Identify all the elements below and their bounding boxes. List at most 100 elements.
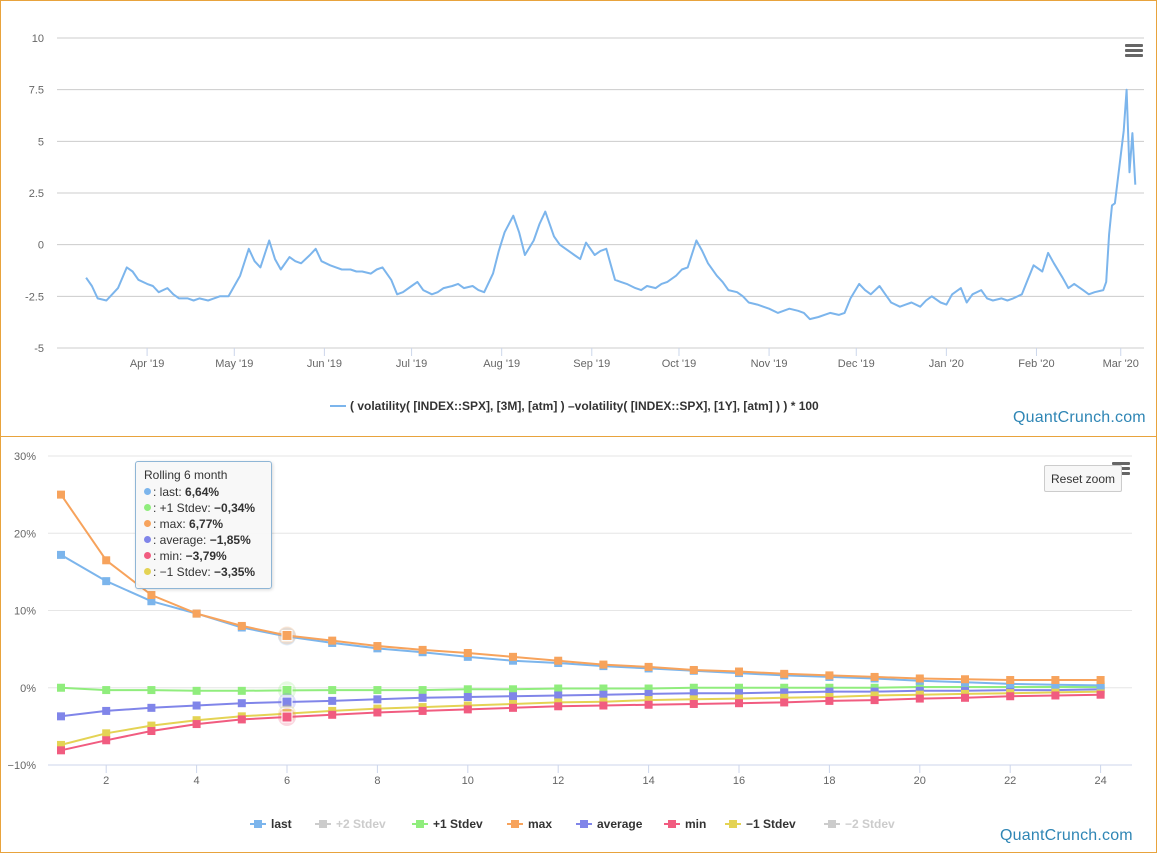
data-point[interactable] [147, 597, 156, 606]
data-point[interactable] [870, 696, 879, 705]
legend-item[interactable]: max [507, 817, 552, 831]
data-point[interactable] [961, 693, 969, 702]
data-point[interactable] [1096, 676, 1105, 685]
data-point[interactable] [735, 694, 743, 703]
brand-watermark[interactable]: QuantCrunch.com [1000, 827, 1133, 844]
data-point[interactable] [554, 702, 563, 711]
data-point[interactable] [281, 696, 293, 708]
data-point[interactable] [1051, 691, 1060, 700]
data-point[interactable] [735, 683, 743, 692]
data-point[interactable] [509, 703, 517, 712]
data-point[interactable] [554, 691, 563, 700]
data-point[interactable] [147, 591, 156, 600]
data-point[interactable] [102, 556, 111, 565]
data-point[interactable] [735, 699, 743, 708]
data-point[interactable] [509, 685, 517, 694]
data-point[interactable] [825, 671, 834, 680]
data-point[interactable] [418, 645, 427, 654]
data-point[interactable] [281, 684, 293, 696]
legend-item[interactable]: last [250, 817, 292, 831]
data-point[interactable] [915, 674, 924, 683]
data-point[interactable] [192, 609, 201, 618]
data-point[interactable] [373, 642, 382, 651]
legend-item[interactable]: −1 Stdev [725, 817, 796, 831]
data-point[interactable] [689, 665, 698, 674]
legend-item[interactable]: +1 Stdev [412, 817, 483, 831]
data-point[interactable] [735, 689, 743, 698]
brand-watermark[interactable]: QuantCrunch.com [1013, 409, 1146, 426]
data-point[interactable] [237, 621, 246, 630]
data-point[interactable] [57, 746, 65, 755]
data-point[interactable] [418, 686, 427, 695]
data-point[interactable] [689, 695, 698, 704]
legend[interactable]: ( volatility( [INDEX::SPX], [3M], [atm] … [330, 399, 819, 413]
data-point[interactable] [780, 693, 789, 702]
data-point[interactable] [102, 706, 111, 715]
data-point[interactable] [328, 696, 337, 705]
data-point[interactable] [870, 672, 879, 681]
data-point[interactable] [373, 695, 382, 704]
data-point[interactable] [554, 656, 563, 665]
data-point[interactable] [192, 720, 201, 729]
data-point[interactable] [780, 698, 789, 707]
data-point[interactable] [102, 736, 111, 745]
data-point[interactable] [418, 693, 427, 702]
data-point[interactable] [237, 686, 246, 695]
data-point[interactable] [147, 686, 156, 695]
data-point[interactable] [1006, 692, 1015, 701]
data-point[interactable] [237, 715, 246, 724]
data-point[interactable] [328, 710, 337, 719]
data-point[interactable] [599, 701, 608, 710]
data-point[interactable] [102, 729, 111, 738]
data-point[interactable] [644, 689, 653, 698]
data-point[interactable] [554, 684, 563, 693]
data-point[interactable] [102, 686, 111, 695]
data-point[interactable] [961, 675, 969, 684]
data-point[interactable] [281, 711, 293, 723]
data-point[interactable] [825, 687, 834, 696]
data-point[interactable] [57, 740, 65, 749]
data-point[interactable] [780, 669, 789, 678]
legend-item[interactable]: −2 Stdev [824, 817, 895, 831]
legend-item[interactable]: +2 Stdev [315, 817, 386, 831]
data-point[interactable] [57, 712, 65, 721]
data-point[interactable] [825, 696, 834, 705]
data-point[interactable] [644, 662, 653, 671]
data-point[interactable] [463, 693, 472, 702]
data-point[interactable] [463, 705, 472, 714]
data-point[interactable] [147, 703, 156, 712]
data-point[interactable] [57, 683, 65, 692]
data-point[interactable] [328, 636, 337, 645]
data-point[interactable] [1006, 676, 1015, 685]
data-point[interactable] [237, 699, 246, 708]
data-point[interactable] [147, 727, 156, 736]
data-point[interactable] [689, 699, 698, 708]
data-point[interactable] [328, 686, 337, 695]
data-point[interactable] [192, 701, 201, 710]
data-point[interactable] [780, 688, 789, 697]
data-point[interactable] [644, 700, 653, 709]
data-point[interactable] [644, 696, 653, 705]
data-point[interactable] [1051, 676, 1060, 685]
data-point[interactable] [463, 648, 472, 657]
data-point[interactable] [1096, 681, 1105, 690]
data-point[interactable] [599, 684, 608, 693]
data-point[interactable] [147, 721, 156, 730]
data-point[interactable] [373, 708, 382, 717]
data-point[interactable] [57, 550, 65, 559]
data-point[interactable] [1096, 690, 1105, 699]
data-point[interactable] [870, 691, 879, 700]
legend-item[interactable]: min [664, 817, 706, 831]
data-point[interactable] [281, 629, 293, 641]
data-point[interactable] [192, 686, 201, 695]
data-point[interactable] [373, 686, 382, 695]
chart-menu-icon[interactable] [1125, 44, 1143, 58]
data-point[interactable] [102, 577, 111, 586]
data-point[interactable] [463, 685, 472, 694]
data-point[interactable] [689, 683, 698, 692]
data-point[interactable] [915, 694, 924, 703]
data-point[interactable] [780, 683, 789, 692]
legend-item[interactable]: average [576, 817, 643, 831]
data-point[interactable] [1051, 680, 1060, 689]
data-point[interactable] [599, 660, 608, 669]
